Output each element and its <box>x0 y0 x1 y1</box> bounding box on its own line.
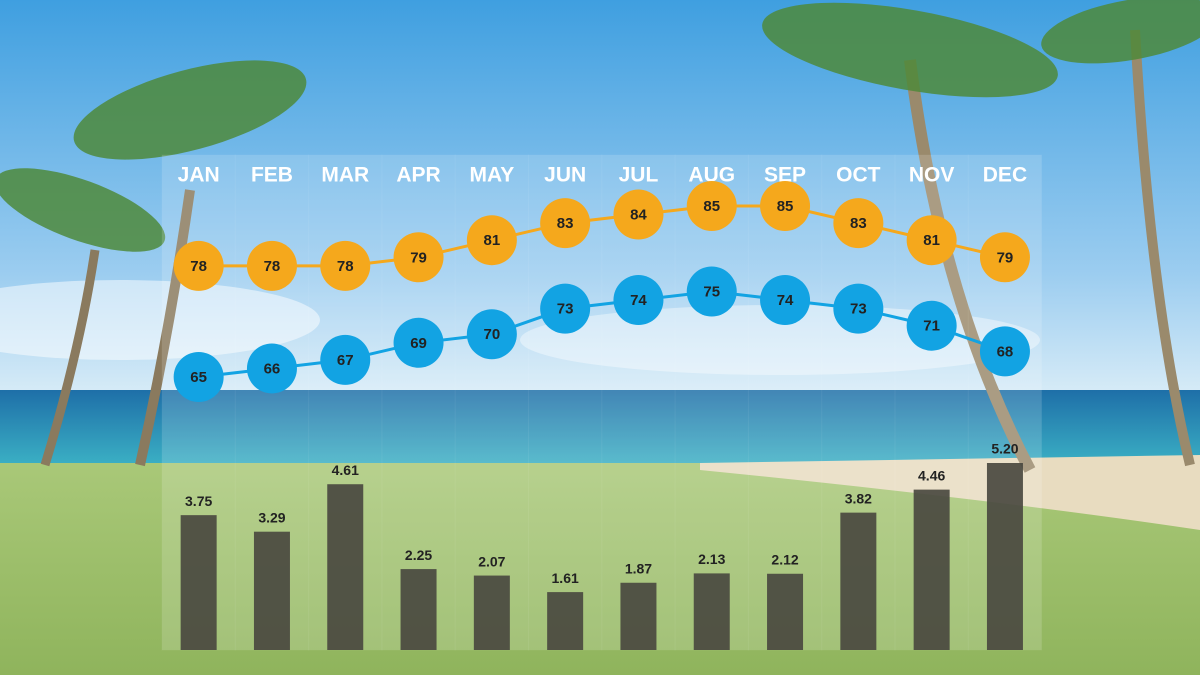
rain-label: 2.07 <box>478 553 505 569</box>
temperature-label: 85 <box>703 198 720 215</box>
month-label: MAR <box>321 164 369 187</box>
month-label: JUN <box>544 164 586 187</box>
temperature-dot <box>320 240 371 291</box>
temperature-dot <box>393 317 444 368</box>
temperature-dot <box>466 215 517 266</box>
temperature-label: 69 <box>410 335 427 352</box>
temperature-label: 78 <box>264 258 281 275</box>
temperature-label: 70 <box>484 326 501 343</box>
temperature-label: 73 <box>557 301 574 318</box>
temperature-label: 83 <box>557 215 574 232</box>
temperature-dot <box>979 232 1030 283</box>
rain-label: 4.46 <box>918 467 945 483</box>
temperature-dot <box>173 240 224 291</box>
temperature-dot <box>320 334 371 385</box>
temperature-label: 68 <box>997 343 1014 360</box>
temperature-dot <box>540 198 591 249</box>
temperature-dot <box>833 283 884 334</box>
rain-bar <box>620 582 657 650</box>
rain-bar <box>693 573 730 650</box>
month-label: NOV <box>909 164 955 187</box>
month-label: JUL <box>619 164 659 187</box>
temperature-label: 75 <box>703 283 720 300</box>
rain-bar <box>840 512 877 650</box>
rain-label: 5.20 <box>991 441 1018 457</box>
temperature-dot <box>760 181 811 231</box>
month-label: AUG <box>688 164 735 187</box>
temperature-label: 71 <box>923 318 940 335</box>
rain-label: 3.82 <box>845 490 872 506</box>
temperature-dot <box>833 198 884 249</box>
temperature-label: 83 <box>850 215 867 232</box>
temperature-label: 73 <box>850 301 867 318</box>
rain-label: 4.61 <box>332 462 359 478</box>
month-label: FEB <box>251 164 293 187</box>
month-label: APR <box>396 164 440 187</box>
temperature-label: 79 <box>997 249 1014 266</box>
temperature-label: 84 <box>630 207 647 224</box>
temperature-label: 79 <box>410 249 427 266</box>
temperature-dot <box>760 275 811 326</box>
rain-label: 1.87 <box>625 560 652 576</box>
temperature-dot <box>246 343 297 394</box>
month-label: MAY <box>469 164 514 187</box>
rain-bar <box>253 531 290 650</box>
temperature-dot <box>906 215 957 266</box>
month-label: DEC <box>983 164 1027 187</box>
rain-bar <box>327 484 364 650</box>
temperature-label: 66 <box>264 360 281 377</box>
temperature-dot <box>686 181 737 231</box>
temperature-dot <box>613 275 664 326</box>
temperature-label: 65 <box>190 369 207 386</box>
month-label: SEP <box>764 164 806 187</box>
rain-bar <box>986 463 1023 650</box>
temperature-dot <box>540 283 591 334</box>
rain-bar <box>547 592 584 650</box>
temperature-label: 85 <box>777 198 794 215</box>
temperature-label: 81 <box>923 232 940 249</box>
month-label: OCT <box>836 164 881 187</box>
column-panel <box>747 154 823 651</box>
temperature-label: 67 <box>337 352 354 369</box>
temperature-dot <box>173 352 224 402</box>
rain-bar <box>180 515 217 650</box>
temperature-dot <box>613 189 664 240</box>
rain-bar <box>400 569 437 650</box>
rain-label: 2.25 <box>405 547 432 563</box>
column-panel <box>674 154 749 651</box>
temperature-dot <box>393 232 444 283</box>
rain-bar <box>767 573 804 650</box>
rain-label: 1.61 <box>552 570 579 586</box>
temperature-dot <box>686 266 737 317</box>
rain-label: 3.29 <box>258 509 285 525</box>
rain-label: 2.12 <box>771 551 798 567</box>
month-label: JAN <box>178 164 220 187</box>
rain-bar <box>913 489 950 650</box>
rain-bar <box>473 575 510 650</box>
rain-label: 3.75 <box>185 493 212 509</box>
temperature-label: 74 <box>630 292 647 309</box>
temperature-label: 74 <box>777 292 794 309</box>
temperature-dot <box>246 240 297 291</box>
temperature-label: 78 <box>190 258 207 275</box>
rain-label: 2.13 <box>698 551 725 567</box>
temperature-dot <box>906 300 957 351</box>
temperature-label: 81 <box>484 232 501 249</box>
temperature-label: 78 <box>337 258 354 275</box>
temperature-dot <box>466 309 517 360</box>
temperature-dot <box>979 326 1030 377</box>
